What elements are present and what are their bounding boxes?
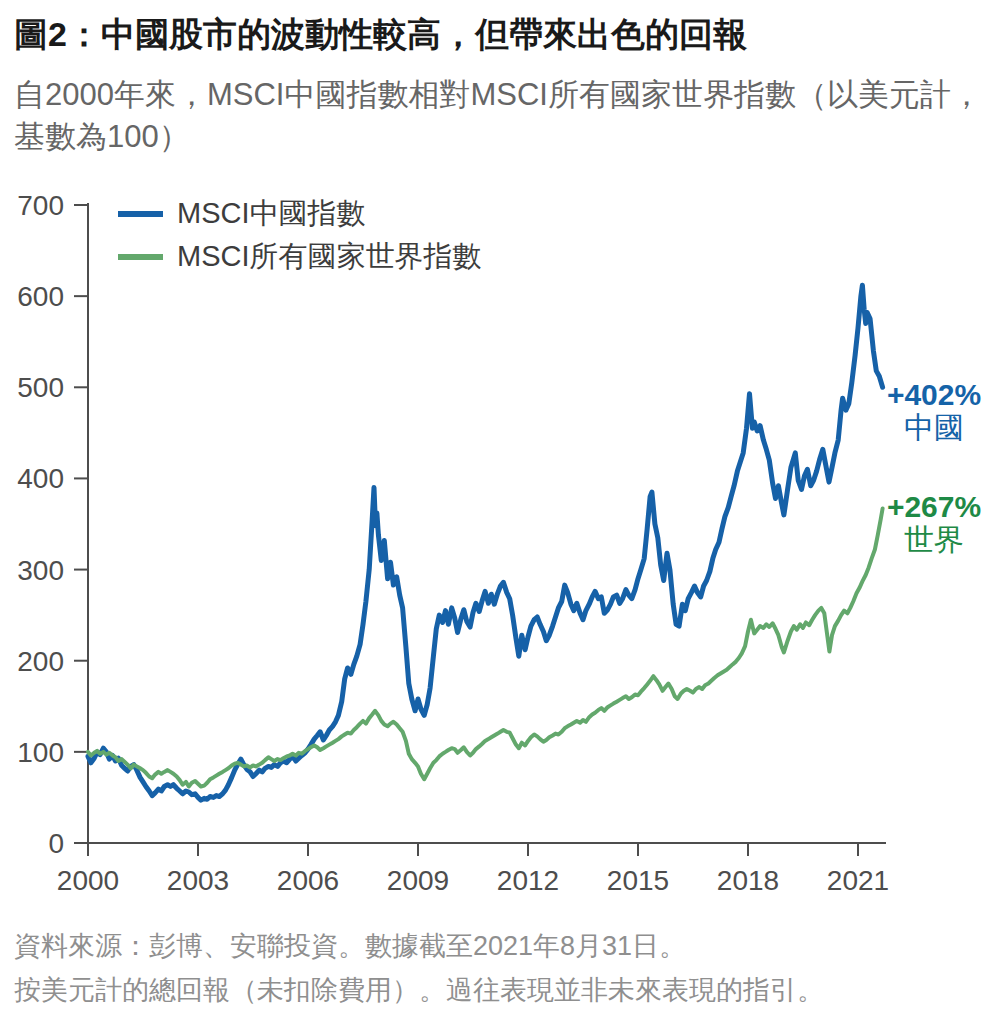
- china-label: 中國: [884, 412, 984, 444]
- china-annotation: +402% 中國: [884, 380, 984, 444]
- y-axis-label: 500: [17, 372, 64, 403]
- x-axis-label: 2000: [57, 865, 119, 896]
- world-annotation: +267% 世界: [884, 492, 984, 556]
- y-axis-label: 400: [17, 463, 64, 494]
- series-line-china: [88, 285, 883, 800]
- legend-label-china: MSCI中國指數: [177, 194, 366, 234]
- world-label: 世界: [884, 524, 984, 556]
- x-axis-label: 2018: [717, 865, 779, 896]
- y-axis-label: 100: [17, 737, 64, 768]
- chart-footnotes: 資料來源：彭博、安聯投資。數據截至2021年8月31日。 按美元計的總回報（未扣…: [14, 924, 824, 1012]
- disclaimer-note: 按美元計的總回報（未扣除費用）。過往表現並非未來表現的指引。: [14, 968, 824, 1012]
- x-axis-label: 2015: [607, 865, 669, 896]
- world-line-swatch: [118, 254, 163, 260]
- y-axis-label: 700: [17, 190, 64, 221]
- series-line-world: [88, 509, 883, 787]
- china-line-swatch: [118, 211, 163, 217]
- y-axis-label: 300: [17, 555, 64, 586]
- legend-label-world: MSCI所有國家世界指數: [177, 237, 482, 277]
- x-axis-label: 2021: [827, 865, 889, 896]
- x-axis-label: 2006: [277, 865, 339, 896]
- x-axis-label: 2003: [167, 865, 229, 896]
- y-axis-label: 600: [17, 281, 64, 312]
- world-return-pct: +267%: [884, 492, 984, 522]
- line-chart-canvas: 0 100 200 300 400 500 600 700 2000 2003 2006 2009 20…: [0, 0, 1000, 1030]
- x-axis-label: 2012: [497, 865, 559, 896]
- y-axis-label: 200: [17, 646, 64, 677]
- x-axis-label: 2009: [387, 865, 449, 896]
- figure-2-chart-page: 圖2：中國股市的波動性較高，但帶來出色的回報 自2000年來，MSCI中國指數相…: [0, 0, 1000, 1030]
- legend-item-china: MSCI中國指數: [118, 192, 482, 235]
- legend-item-world: MSCI所有國家世界指數: [118, 235, 482, 278]
- china-return-pct: +402%: [884, 380, 984, 410]
- source-note: 資料來源：彭博、安聯投資。數據截至2021年8月31日。: [14, 924, 824, 968]
- y-axis-label: 0: [48, 828, 64, 859]
- chart-legend: MSCI中國指數 MSCI所有國家世界指數: [118, 192, 482, 278]
